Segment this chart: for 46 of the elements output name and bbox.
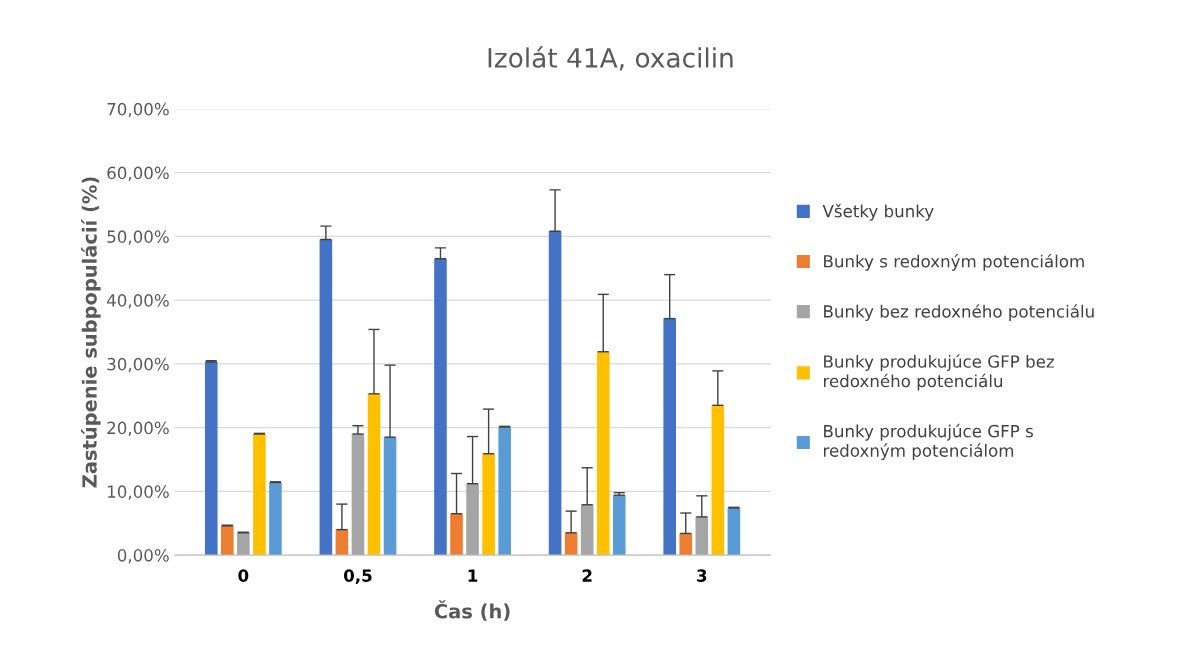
y-axis-title: Zastúpenie subpopulácií (%) [81,177,101,488]
bar [351,433,365,556]
bar [482,453,495,556]
y-tick-label: 10,00% [108,485,169,500]
legend-label: Bunky bez redoxného potenciálu [824,304,1094,321]
bar [450,513,463,556]
bar [269,482,282,556]
y-tick-label: 40,00% [106,294,169,309]
y-tick-label: 0,00% [117,549,169,564]
bar [204,361,218,556]
legend-label: Bunky produkujúce GFP bez redoxného potenciálu [823,354,1054,391]
x-tick-label: 1 [468,569,478,582]
x-tick-label: 0 [238,569,249,582]
legend-label: Bunky produkujúce GFP s redoxným potenciálom [823,423,1033,461]
bar [679,533,693,556]
bar [253,433,266,556]
x-tick-label: 2 [582,569,592,582]
bar [319,239,333,556]
y-tick-label: 70,00% [107,102,169,118]
bar [548,231,562,556]
bar [564,532,578,556]
bar [383,437,397,556]
chart-title: Izolát 41A, oxacilin [488,46,733,71]
bar [695,516,709,556]
bar [434,258,447,556]
bar [612,495,626,556]
y-tick-label: 60,00% [107,166,169,181]
bar [498,426,511,556]
x-tick-label: 0,5 [343,569,372,585]
x-axis-title: Čas (h) [434,600,510,621]
y-tick-label: 50,00% [107,230,169,245]
bar [221,525,234,556]
legend-label: Bunky s redoxným potenciálom [824,254,1084,271]
bar [335,529,349,556]
x-tick-label: 3 [697,569,707,582]
bar [663,318,677,556]
bar [367,393,381,556]
y-tick-label: 20,00% [107,421,169,436]
bar [580,504,594,556]
bar [466,483,479,556]
y-tick-label: 30,00% [107,357,169,373]
bar [596,351,610,556]
bar [711,405,725,556]
bar [727,507,741,556]
legend-label: Všetky bunky [822,203,934,221]
bar [237,532,250,556]
